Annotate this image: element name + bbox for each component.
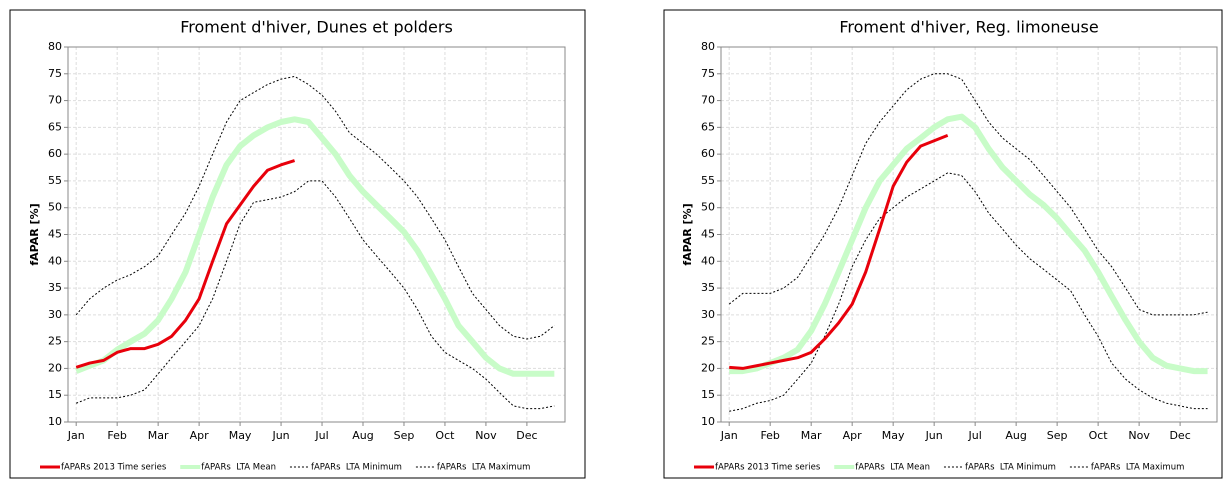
y-axis-label: fAPAR [%] (681, 203, 694, 265)
chart-frame (663, 9, 1223, 479)
y-tick-label: 10 (701, 415, 715, 428)
y-tick-label: 25 (48, 335, 62, 348)
x-tick-label: Aug (1005, 429, 1026, 442)
x-tick-label: Feb (760, 429, 779, 442)
y-axis-label: fAPAR [%] (28, 203, 41, 265)
x-tick-label: Nov (1128, 429, 1150, 442)
legend-label: fAPARs LTA Maximum (437, 463, 530, 473)
x-tick-label: Oct (1089, 429, 1109, 442)
series-line (729, 133, 949, 370)
y-tick-label: 45 (48, 228, 62, 241)
x-tick-label: Dec (516, 429, 537, 442)
plot-border (720, 46, 1218, 423)
y-tick-label: 60 (701, 147, 715, 160)
x-tick-label: Apr (843, 429, 863, 442)
chart: Froment d'hiver, Reg. limoneuse fAPAR [%]… (663, 9, 1223, 479)
series-line (729, 113, 1208, 375)
legend-label: fAPARs LTA Maximum (1091, 463, 1184, 473)
y-tick-label: 60 (48, 147, 62, 160)
series-line (75, 159, 296, 369)
x-tick-label: Jun (271, 429, 289, 442)
y-tick-label: 50 (48, 201, 62, 214)
y-tick-label: 70 (701, 94, 715, 107)
y-tick-label: 15 (701, 388, 715, 401)
y-tick-label: 80 (701, 40, 715, 53)
series-line (76, 180, 555, 410)
y-tick-label: 20 (48, 361, 62, 374)
y-tick-label: 80 (48, 40, 62, 53)
x-tick-label: Oct (435, 429, 455, 442)
y-tick-label: 40 (48, 254, 62, 267)
x-tick-label: Jul (968, 429, 982, 442)
chart-frame (9, 9, 586, 479)
y-tick-label: 75 (701, 67, 715, 80)
y-tick-label: 35 (701, 281, 715, 294)
x-tick-label: Dec (1169, 429, 1190, 442)
y-tick-label: 20 (701, 361, 715, 374)
legend-label: fAPARs 2013 Time series (61, 463, 167, 473)
x-tick-label: Sep (394, 429, 415, 442)
y-tick-label: 15 (48, 388, 62, 401)
x-tick-label: Mar (801, 429, 822, 442)
legend-label: fAPARs LTA Minimum (311, 463, 402, 473)
x-tick-label: Jun (925, 429, 943, 442)
x-tick-label: Nov (475, 429, 497, 442)
x-tick-label: Jan (67, 429, 85, 442)
plot-border (67, 46, 566, 423)
x-tick-label: May (229, 429, 252, 442)
legend-label: fAPARs LTA Mean (855, 463, 930, 473)
x-tick-label: Feb (107, 429, 126, 442)
x-tick-label: Mar (148, 429, 169, 442)
y-tick-label: 75 (48, 67, 62, 80)
x-tick-label: Jan (720, 429, 738, 442)
chart-title: Froment d'hiver, Dunes et polders (180, 18, 453, 37)
series-line (75, 116, 555, 377)
chart: Froment d'hiver, Dunes et polders fAPAR [… (9, 9, 586, 479)
chart-title: Froment d'hiver, Reg. limoneuse (839, 18, 1098, 37)
y-tick-label: 65 (48, 120, 62, 133)
legend-label: fAPARs 2013 Time series (715, 463, 821, 473)
series-line (728, 73, 1208, 316)
y-tick-label: 55 (701, 174, 715, 187)
x-tick-label: Aug (352, 429, 373, 442)
y-tick-label: 25 (701, 335, 715, 348)
y-tick-label: 30 (48, 308, 62, 321)
y-tick-label: 70 (48, 94, 62, 107)
legend-label: fAPARs LTA Minimum (965, 463, 1056, 473)
y-tick-label: 65 (701, 120, 715, 133)
y-tick-label: 40 (701, 254, 715, 267)
x-tick-label: May (882, 429, 905, 442)
x-tick-label: Jul (314, 429, 328, 442)
y-tick-label: 30 (701, 308, 715, 321)
legend-label: fAPARs LTA Mean (201, 463, 276, 473)
y-tick-label: 10 (48, 415, 62, 428)
y-tick-label: 45 (701, 228, 715, 241)
x-tick-label: Apr (190, 429, 210, 442)
y-tick-label: 50 (701, 201, 715, 214)
y-tick-label: 35 (48, 281, 62, 294)
y-tick-label: 55 (48, 174, 62, 187)
x-tick-label: Sep (1047, 429, 1068, 442)
